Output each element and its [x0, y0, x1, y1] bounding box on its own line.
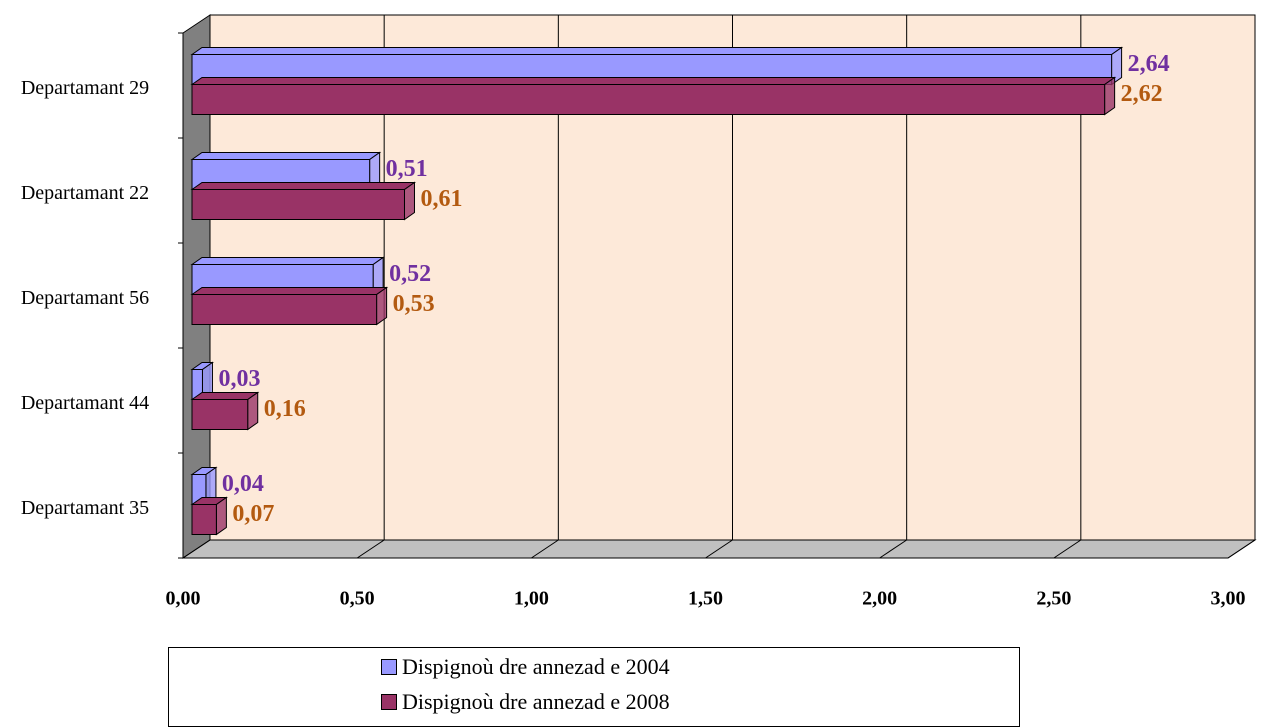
- bar: [190, 286, 389, 326]
- floor-grid-line: [356, 539, 385, 559]
- value-label: 0,52: [389, 261, 431, 287]
- bar-side: [403, 181, 415, 221]
- bar-top: [190, 152, 382, 160]
- bar-top: [190, 257, 385, 265]
- x-tick-label: 3,00: [1211, 588, 1246, 610]
- x-tick-label: 2,50: [1036, 588, 1071, 610]
- value-label: 2,62: [1121, 81, 1163, 107]
- category-label: Departamant 44: [20, 391, 150, 414]
- bar-front: [191, 294, 378, 325]
- value-label: 2,64: [1128, 51, 1170, 77]
- bar-side: [376, 286, 388, 326]
- x-tick-label: 1,50: [688, 588, 723, 610]
- x-tick-label: 2,00: [862, 588, 897, 610]
- category-label: Departamant 29: [20, 76, 150, 99]
- bar: [190, 181, 417, 221]
- legend-swatch: [381, 694, 397, 710]
- floor-grid-line: [531, 539, 559, 559]
- bar-side: [247, 391, 259, 431]
- value-label: 0,61: [420, 186, 462, 212]
- bar: [190, 76, 1117, 116]
- legend-label: Dispignoù dre annezad e 2008: [402, 689, 670, 714]
- value-label: 0,16: [264, 396, 306, 422]
- category-label: Departamant 35: [20, 496, 150, 519]
- bar-front: [191, 84, 1106, 115]
- floor-grid-line: [182, 539, 211, 559]
- bar-front: [191, 504, 217, 535]
- value-label: 0,04: [222, 471, 264, 497]
- bar-side: [215, 496, 227, 536]
- x-tick-label: 0,00: [166, 588, 201, 610]
- legend-label: Dispignoù dre annezad e 2004: [402, 654, 670, 679]
- legend-entry: Dispignoù dre annezad e 2008: [381, 689, 670, 715]
- value-label: 0,03: [218, 366, 260, 392]
- floor-grid-line: [879, 539, 907, 559]
- floor-grid-line: [1227, 539, 1256, 559]
- x-tick-label: 0,50: [340, 588, 375, 610]
- bar: [190, 391, 260, 431]
- bar-top: [190, 77, 1117, 85]
- value-label: 0,53: [393, 291, 435, 317]
- legend-swatch: [381, 659, 397, 675]
- floor-grid-line: [1053, 539, 1082, 559]
- category-label: Departamant 56: [20, 286, 150, 309]
- bar-front: [191, 189, 405, 220]
- chart: 0,00 0,50 1,00 1,50 2,00 2,50 3,00 2,64 2,62 0,51…: [166, 14, 1257, 610]
- category-label: Departamant 22: [20, 181, 150, 204]
- x-tick-label: 1,00: [514, 588, 549, 610]
- bar-front: [191, 399, 249, 430]
- floor-grid-line: [705, 539, 733, 559]
- legend-entry: Dispignoù dre annezad e 2004: [381, 654, 670, 680]
- bar-top: [190, 287, 389, 295]
- value-label: 0,51: [386, 156, 428, 182]
- bar-top: [190, 47, 1124, 55]
- bar: [190, 496, 228, 536]
- bar: [190, 466, 218, 506]
- value-label: 0,07: [232, 501, 274, 527]
- legend: Dispignoù dre annezad e 2004 Dispignoù dr…: [168, 647, 1020, 727]
- bar-side: [1104, 76, 1116, 116]
- bar: [190, 46, 1124, 86]
- bar-top: [190, 182, 417, 190]
- bar-top: [190, 392, 260, 400]
